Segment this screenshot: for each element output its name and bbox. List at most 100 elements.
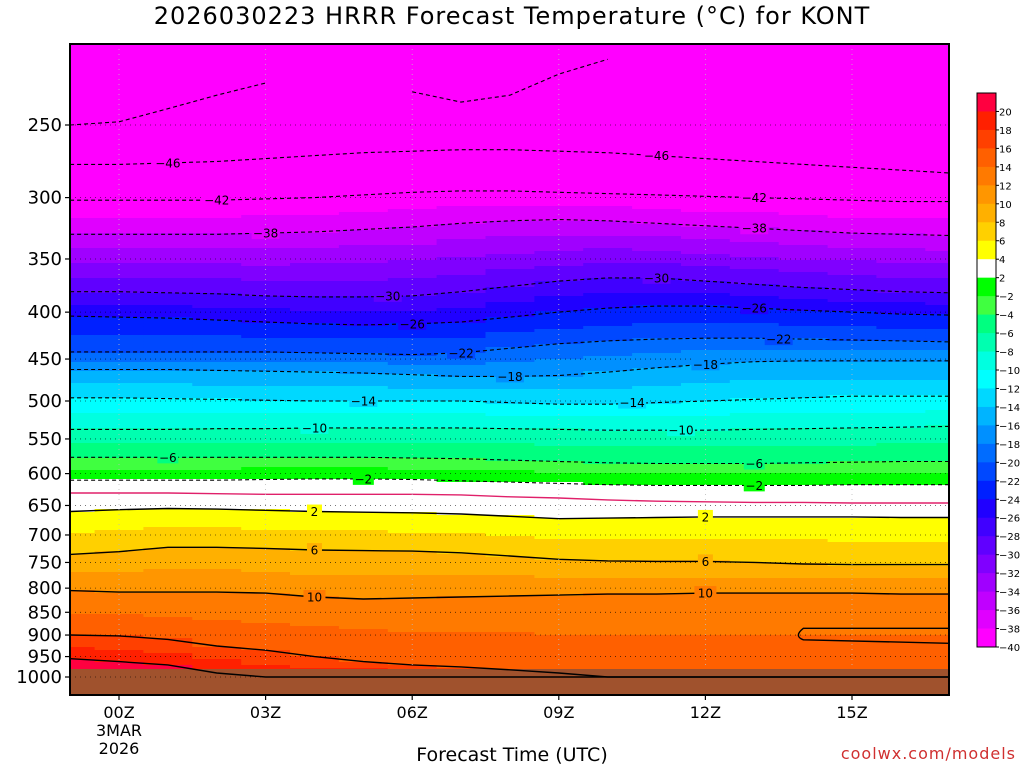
colorbar-swatch <box>977 517 996 537</box>
isotherm-label: −42 <box>204 194 229 208</box>
isotherm-label: −2 <box>745 479 763 493</box>
colorbar-label: −10 <box>999 366 1020 377</box>
y-tick-label: 450 <box>28 349 62 370</box>
warm-isotherm-line <box>70 658 949 678</box>
isotherm-label: −10 <box>302 421 327 435</box>
colorbar-swatch <box>977 443 996 463</box>
colorbar-swatch <box>977 259 996 279</box>
colorbar-label: 18 <box>999 126 1012 137</box>
x-tick-label: 12Z <box>690 703 721 722</box>
colorbar-label: −20 <box>999 458 1020 469</box>
colorbar-label: −2 <box>999 292 1014 303</box>
colorbar-swatch <box>977 314 996 334</box>
x-date-label: 2026 <box>99 739 140 758</box>
colorbar-swatch <box>977 573 996 593</box>
y-tick-label: 350 <box>28 249 62 270</box>
isotherm-label: −30 <box>644 271 669 285</box>
colorbar-label: −16 <box>999 421 1020 432</box>
isotherm-label: −22 <box>766 333 791 347</box>
colorbar-label: 2 <box>999 274 1005 285</box>
isotherm-line <box>70 507 949 520</box>
isotherm-label: 2 <box>702 510 710 524</box>
colorbar-swatch <box>977 111 996 131</box>
colorbar-swatch <box>977 93 996 112</box>
colorbar-label: −22 <box>999 477 1020 488</box>
isotherm-label: −46 <box>644 149 669 163</box>
isotherm-label: −6 <box>159 451 177 465</box>
isotherm-label: −30 <box>375 289 400 303</box>
y-tick-label: 650 <box>28 495 62 516</box>
y-tick-label: 900 <box>28 625 62 646</box>
colorbar-label: −40 <box>999 643 1020 654</box>
colorbar-label: 14 <box>999 163 1012 174</box>
x-tick-label: 00Z <box>103 703 134 722</box>
chart-title: 2026030223 HRRR Forecast Temperature (°C… <box>153 2 871 30</box>
isotherm-line <box>70 589 949 600</box>
x-axis-title: Forecast Time (UTC) <box>416 744 608 766</box>
colorbar-label: −4 <box>999 311 1014 322</box>
y-tick-label: 500 <box>28 391 62 412</box>
colorbar-label: −12 <box>999 384 1020 395</box>
isotherm-label: 2 <box>311 505 319 519</box>
x-tick-label: 09Z <box>543 703 574 722</box>
isotherm-line <box>70 492 949 504</box>
colorbar-label: −34 <box>999 588 1020 599</box>
x-tick-label: 15Z <box>836 703 867 722</box>
colorbar-swatch <box>977 277 996 297</box>
y-tick-label: 700 <box>28 525 62 546</box>
colorbar-label: −14 <box>999 403 1020 414</box>
y-tick-label: 800 <box>28 578 62 599</box>
colorbar-swatch <box>977 333 996 353</box>
colorbar-label: −30 <box>999 551 1020 562</box>
colorbar-label: −26 <box>999 514 1020 525</box>
isotherm-label: −6 <box>745 457 763 471</box>
colorbar-label: −28 <box>999 532 1020 543</box>
colorbar-swatch <box>977 240 996 260</box>
colorbar-label: 12 <box>999 181 1012 192</box>
colorbar-swatch <box>977 148 996 168</box>
y-tick-label: 600 <box>28 464 62 485</box>
isotherm-label: −26 <box>400 317 425 331</box>
isotherm-label: 10 <box>307 591 322 605</box>
colorbar-swatch <box>977 406 996 426</box>
colorbar-swatch <box>977 166 996 186</box>
isotherm-label: 6 <box>311 544 319 558</box>
colorbar-label: 8 <box>999 218 1005 229</box>
colorbar-swatch <box>977 425 996 445</box>
credit-text: coolwx.com/models <box>840 744 1016 763</box>
isotherm-label: −42 <box>742 191 767 205</box>
colorbar-label: −8 <box>999 348 1014 359</box>
colorbar-label: 6 <box>999 237 1005 248</box>
isotherm-label: −26 <box>742 302 767 316</box>
y-tick-label: 550 <box>28 429 62 450</box>
isotherm-label: −18 <box>693 358 718 372</box>
y-tick-label: 400 <box>28 302 62 323</box>
y-tick-label: 1000 <box>16 667 62 688</box>
isotherm-label: 10 <box>698 587 713 601</box>
colorbar-swatch <box>977 462 996 482</box>
colorbar-label: 20 <box>999 107 1012 118</box>
isotherm-label: −46 <box>155 156 180 170</box>
ground-strip <box>70 669 949 695</box>
cold-pocket-line <box>70 82 266 126</box>
x-tick-label: 06Z <box>397 703 428 722</box>
plot-frame <box>69 43 950 696</box>
colorbar-swatch <box>977 536 996 556</box>
y-tick-label: 850 <box>28 602 62 623</box>
isotherm-label: −14 <box>619 396 644 410</box>
colorbar-swatch <box>977 351 996 371</box>
colorbar-swatch <box>977 296 996 316</box>
colorbar-swatch <box>977 554 996 574</box>
colorbar-label: −6 <box>999 329 1014 340</box>
isotherm-label: −10 <box>668 424 693 438</box>
colorbar-swatch <box>977 370 996 389</box>
colorbar-label: 4 <box>999 255 1005 266</box>
y-tick-label: 300 <box>28 188 62 209</box>
colorbar-label: −36 <box>999 606 1020 617</box>
warm-pocket-line <box>797 627 949 645</box>
colorbar-swatch <box>977 129 996 149</box>
colorbar-swatch <box>977 610 996 630</box>
isotherm-label: 6 <box>702 555 710 569</box>
colorbar-swatch <box>977 185 996 205</box>
